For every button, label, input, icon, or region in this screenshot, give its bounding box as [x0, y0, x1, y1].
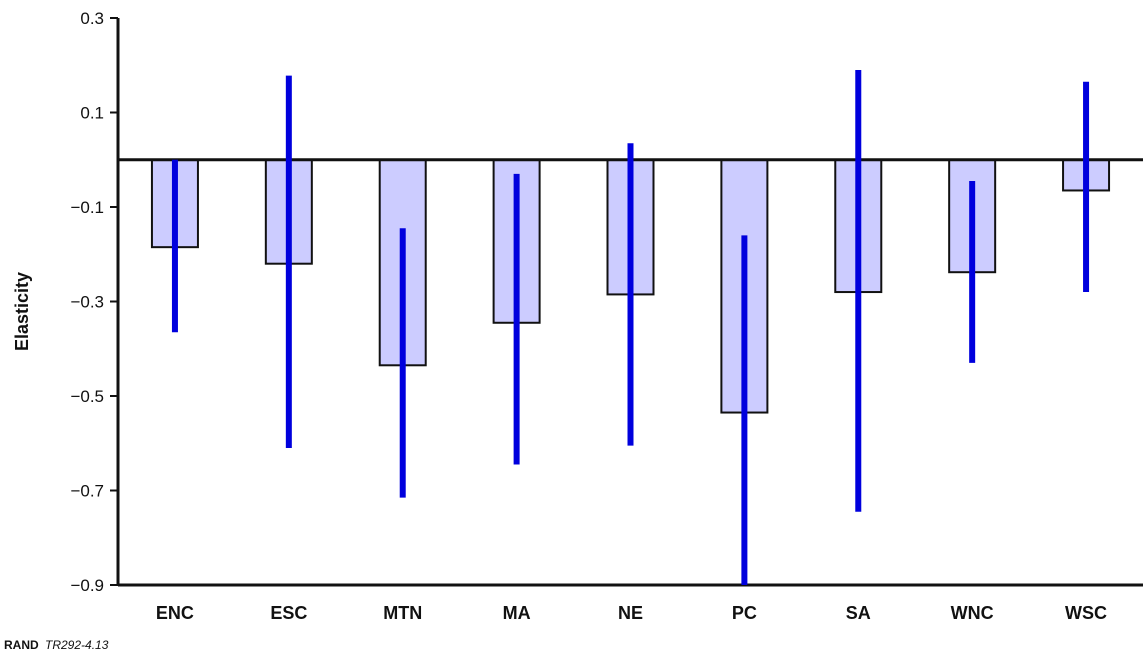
- y-axis-title: Elasticity: [12, 272, 32, 351]
- y-tick-label: 0.1: [80, 104, 104, 123]
- x-tick-label: MTN: [383, 603, 422, 623]
- credit-org: RAND: [4, 638, 39, 652]
- x-tick-label: WNC: [951, 603, 994, 623]
- x-tick-label: ENC: [156, 603, 194, 623]
- x-tick-label: MA: [503, 603, 531, 623]
- y-tick-label: −0.9: [70, 576, 104, 595]
- y-tick-label: −0.5: [70, 387, 104, 406]
- y-tick-label: −0.7: [70, 482, 104, 501]
- y-tick-label: −0.3: [70, 293, 104, 312]
- x-tick-label: SA: [846, 603, 871, 623]
- figure-credit: RAND TR292-4.13: [4, 638, 108, 652]
- y-tick-label: −0.1: [70, 198, 104, 217]
- x-tick-label: PC: [732, 603, 757, 623]
- axes: [110, 17, 1143, 587]
- labels: 0.3 0.1 −0.1 −0.3 −0.5 −0.7 −0.9 Elasticity ENC E…: [12, 9, 1107, 623]
- x-tick-label: WSC: [1065, 603, 1107, 623]
- x-tick-label: ESC: [270, 603, 307, 623]
- credit-code: TR292-4.13: [45, 638, 109, 652]
- y-tick-label: 0.3: [80, 9, 104, 28]
- error-bars: [171, 69, 1090, 585]
- x-tick-label: NE: [618, 603, 643, 623]
